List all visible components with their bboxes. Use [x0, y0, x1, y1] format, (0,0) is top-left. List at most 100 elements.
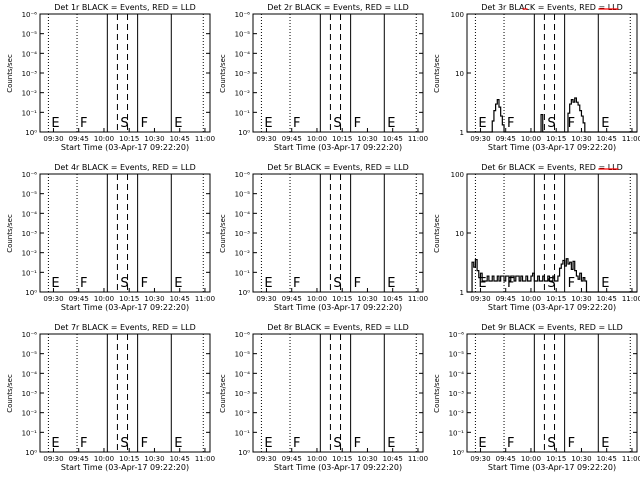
panel-title: Det 2r BLACK = Events, RED = LLD	[267, 3, 409, 12]
y-tick-label: 10⁻²	[449, 410, 465, 418]
event-marker-label: E	[478, 436, 486, 451]
event-marker-label-top: F	[507, 172, 514, 187]
y-axis-label: Counts/sec	[6, 54, 14, 93]
x-tick-label: 11:00	[408, 135, 428, 143]
y-tick-label: 10⁻³	[22, 390, 38, 398]
x-axis-label: Start Time (03-Apr-17 09:22:20)	[488, 143, 616, 152]
y-tick-label: 10⁻¹	[449, 429, 465, 437]
x-tick-label: 10:00	[521, 295, 541, 303]
event-marker-label-top: E	[51, 12, 59, 27]
event-marker-label: F	[293, 116, 300, 131]
event-marker-label: E	[264, 116, 272, 131]
event-marker-label-top: E	[174, 172, 182, 187]
y-tick-label: 10⁻¹	[235, 109, 251, 117]
y-tick-label: 10⁻²	[22, 250, 38, 258]
plot-frame	[39, 13, 211, 133]
y-tick-label: 10⁻⁶	[449, 331, 465, 339]
x-tick-label: 10:30	[357, 135, 377, 143]
event-marker-label-top: F	[568, 332, 575, 347]
event-marker-label-top: E	[601, 332, 609, 347]
y-axis-label: Counts/sec	[433, 374, 441, 413]
x-axis-label: Start Time (03-Apr-17 09:22:20)	[488, 463, 616, 472]
x-tick-label: 10:15	[546, 135, 566, 143]
x-tick-label: 09:30	[256, 135, 276, 143]
y-axis-label: Counts/sec	[219, 374, 227, 413]
x-tick-label: 10:45	[597, 295, 617, 303]
y-tick-label: 10⁻²	[235, 90, 251, 98]
plot-frame	[252, 13, 424, 133]
x-tick-label: 09:45	[69, 295, 89, 303]
event-marker-label: F	[80, 436, 87, 451]
x-tick-label: 09:30	[470, 455, 490, 463]
x-tick-label: 10:15	[119, 295, 139, 303]
x-tick-label: 09:30	[43, 295, 63, 303]
panel-title: Det 8r BLACK = Events, RED = LLD	[267, 323, 409, 332]
event-marker-label-top: E	[601, 172, 609, 187]
event-marker-label-top: F	[141, 172, 148, 187]
plot-frame	[39, 333, 211, 453]
x-tick-label: 10:45	[597, 455, 617, 463]
event-marker-label: E	[387, 276, 395, 291]
x-axis-label: Start Time (03-Apr-17 09:22:20)	[61, 303, 189, 312]
x-tick-label: 10:00	[521, 455, 541, 463]
x-tick-label: 10:00	[307, 135, 327, 143]
y-tick-label: 10	[455, 70, 464, 78]
x-tick-label: 10:15	[332, 295, 352, 303]
x-axis-label: Start Time (03-Apr-17 09:22:20)	[488, 303, 616, 312]
event-marker-label: F	[568, 436, 575, 451]
x-tick-label: 09:30	[256, 295, 276, 303]
event-marker-label: F	[354, 116, 361, 131]
event-marker-label-top: E	[174, 332, 182, 347]
x-axis-label: Start Time (03-Apr-17 09:22:20)	[274, 143, 402, 152]
x-tick-label: 10:45	[170, 295, 190, 303]
event-marker-label: E	[478, 276, 486, 291]
event-marker-label: S	[547, 436, 555, 451]
plot-frame	[39, 173, 211, 293]
plot-frame	[466, 333, 638, 453]
event-marker-label: E	[601, 116, 609, 131]
x-tick-label: 11:00	[195, 455, 215, 463]
y-axis-label: Counts/sec	[6, 214, 14, 253]
event-marker-label: E	[387, 116, 395, 131]
panel-title: Det 6r BLACK = Events, RED = LLD	[481, 163, 623, 172]
y-tick-label: 10⁻¹	[235, 269, 251, 277]
event-marker-label: E	[174, 436, 182, 451]
panel-8: Det 8r BLACK = Events, RED = LLD 10⁰ 10⁻¹ 1…	[219, 323, 428, 472]
plot-frame	[252, 173, 424, 293]
y-tick-label: 10	[455, 230, 464, 238]
event-marker-label-top: E	[478, 172, 486, 187]
event-marker-label-top: E	[387, 172, 395, 187]
event-marker-label-top: E	[51, 332, 59, 347]
panel-6: Det 6r BLACK = Events, RED = LLD 1 10 100 Co…	[433, 163, 640, 312]
panel-title: Det 1r BLACK = Events, RED = LLD	[54, 3, 196, 12]
event-marker-label: F	[507, 116, 514, 131]
x-tick-label: 10:30	[571, 455, 591, 463]
event-marker-label-top: F	[293, 12, 300, 27]
y-tick-label: 10⁻³	[235, 70, 251, 78]
x-axis-label: Start Time (03-Apr-17 09:22:20)	[61, 463, 189, 472]
y-tick-label: 10⁻⁶	[235, 331, 251, 339]
x-tick-label: 10:45	[170, 455, 190, 463]
x-tick-label: 09:45	[69, 455, 89, 463]
x-tick-label: 10:30	[144, 295, 164, 303]
event-marker-label: S	[120, 116, 128, 131]
event-marker-label: S	[547, 116, 555, 131]
x-tick-label: 10:15	[546, 295, 566, 303]
event-marker-label: S	[120, 436, 128, 451]
events-series	[467, 97, 637, 133]
event-marker-label-top: F	[354, 172, 361, 187]
y-tick-label: 10⁻⁶	[22, 171, 38, 179]
event-marker-label: E	[264, 276, 272, 291]
y-tick-label: 10⁻⁵	[22, 351, 38, 359]
event-marker-label: F	[141, 276, 148, 291]
x-tick-label: 09:30	[470, 295, 490, 303]
event-marker-label: F	[507, 276, 514, 291]
y-tick-label: 10⁻⁴	[449, 370, 465, 378]
event-marker-label-top: E	[387, 12, 395, 27]
panel-title: Det 7r BLACK = Events, RED = LLD	[54, 323, 196, 332]
event-marker-label: F	[80, 116, 87, 131]
event-marker-label-top: F	[507, 12, 514, 27]
x-tick-label: 10:00	[521, 135, 541, 143]
event-marker-label: F	[141, 116, 148, 131]
